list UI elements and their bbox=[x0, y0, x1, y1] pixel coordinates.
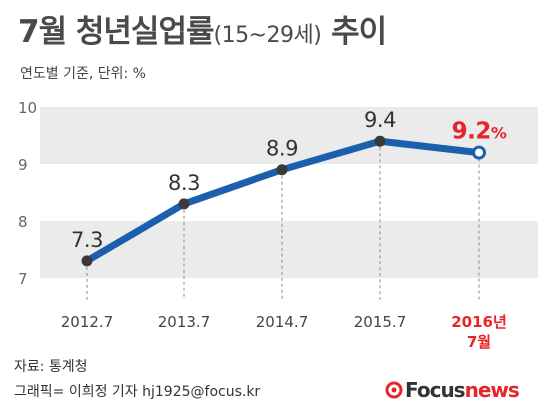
x-tick-label: 2013.7 bbox=[158, 313, 211, 331]
data-point bbox=[82, 255, 93, 266]
x-tick-label: 2016년 bbox=[451, 313, 507, 331]
y-tick-label: 8 bbox=[18, 213, 28, 231]
logo-focus-text: Focus bbox=[405, 378, 465, 402]
source-note: 자료: 통계청 bbox=[14, 356, 88, 376]
focus-news-logo: Focus news bbox=[385, 378, 519, 402]
logo-news-text: news bbox=[465, 378, 519, 402]
y-tick-label: 9 bbox=[18, 156, 28, 174]
x-tick-label: 2015.7 bbox=[354, 313, 407, 331]
y-tick-label: 10 bbox=[18, 99, 37, 117]
data-label: 8.9 bbox=[266, 137, 298, 161]
grid-band bbox=[40, 221, 538, 278]
data-label: 7.3 bbox=[71, 228, 103, 252]
data-label-unit: % bbox=[491, 124, 507, 143]
x-tick-label: 7월 bbox=[467, 333, 491, 351]
data-label: 9.4 bbox=[364, 108, 396, 132]
data-point bbox=[375, 136, 386, 147]
focus-logo-icon bbox=[385, 381, 403, 399]
y-tick-label: 7 bbox=[18, 270, 28, 288]
data-label: 8.3 bbox=[168, 171, 200, 195]
data-point-highlight bbox=[474, 147, 485, 158]
credit-note: 그래픽= 이희정 기자 hj1925@focus.kr bbox=[14, 381, 260, 401]
x-tick-label: 2012.7 bbox=[61, 313, 114, 331]
x-tick-label: 2014.7 bbox=[256, 313, 309, 331]
data-point bbox=[277, 164, 288, 175]
data-point bbox=[179, 198, 190, 209]
